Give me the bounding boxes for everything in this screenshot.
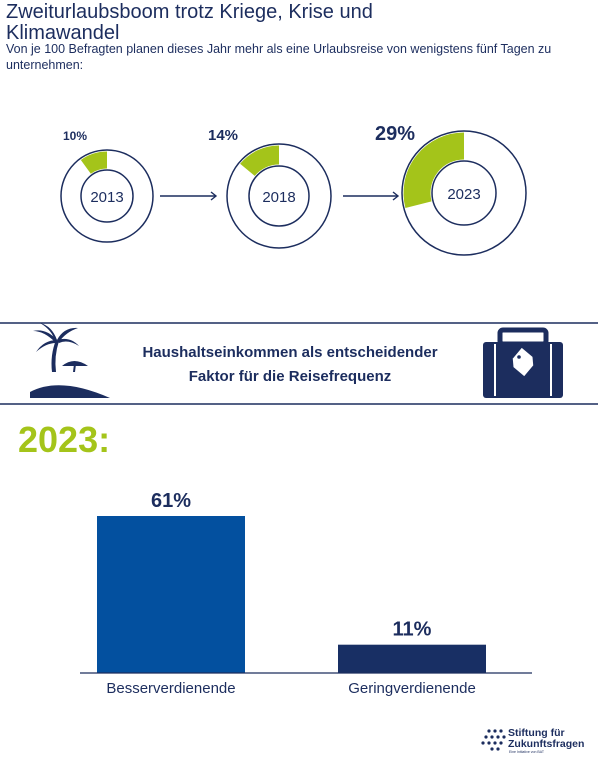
donut-outer-ring [226,143,332,249]
donut-inner-ring [80,169,134,223]
bar-chart: 61% Besserverdienende 11% Geringverdienende [97,490,486,697]
bar [97,516,245,673]
bar [338,644,486,673]
donut-value-label: 29% [375,123,415,145]
palm-tree-icon [30,323,110,398]
year-heading: 2023: [18,419,111,460]
donut-year-label: 2018 [262,189,295,206]
donut-2018: 2018 14% [208,127,332,249]
bar-category-label: Geringverdienende [348,680,476,697]
logo-tagline: Eine Initiative von BAT [509,750,544,754]
donut-2023: 2023 29% [375,123,527,256]
bar-value-label: 11% [393,619,432,641]
logo-line-1: Stiftung für [508,727,565,739]
band-title-line-2: Faktor für die Reisefrequenz [188,368,392,385]
donut-charts: 2013 10% 2018 14% 2023 29% [60,123,527,256]
arrow-right-icon [343,191,400,201]
donut-2013: 2013 10% [60,129,154,243]
foundation-logo-icon [481,729,506,751]
chart-subtitle: Von je 100 Befragten planen dieses Jahr … [6,42,552,72]
bar-value-label: 61% [151,490,191,512]
donut-slice [240,145,280,177]
donut-inner-ring [248,165,310,227]
donut-inner-ring [431,160,497,226]
chart-title: Zweiturlaubsboom trotz Kriege, Krise und… [6,1,373,44]
bar-category-label: Besserverdienende [106,680,235,697]
donut-value-label: 10% [63,129,87,143]
donut-year-label: 2023 [447,186,480,203]
band-title-line-1: Haushaltseinkommen als entscheidender [142,344,438,361]
logo-line-2: Zukunftsfragen [508,738,585,750]
suitcase-icon [483,327,563,398]
foundation-logo-text: Stiftung für Zukunftsfragen [508,728,598,750]
donut-outer-ring [401,130,527,256]
band-title: Haushaltseinkommen als entscheidender Fa… [120,341,460,389]
donut-year-label: 2013 [90,189,123,206]
arrow-right-icon [160,191,218,201]
donut-slice [403,132,465,209]
donut-slice [80,151,108,175]
donut-outer-ring [60,149,154,243]
donut-value-label: 14% [208,127,238,144]
